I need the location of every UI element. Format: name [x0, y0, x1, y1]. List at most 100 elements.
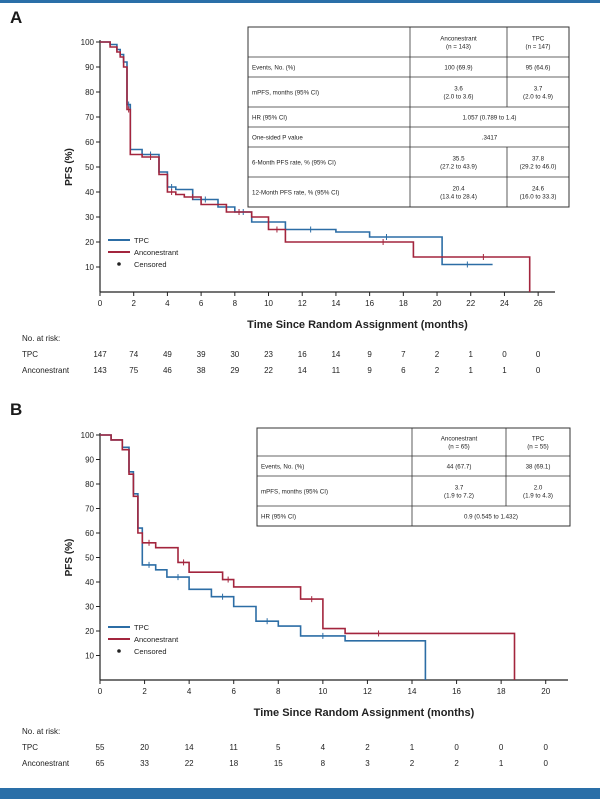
x-tick-label: 0	[98, 299, 103, 308]
x-tick-label: 8	[276, 687, 281, 696]
y-tick-label: 50	[85, 163, 94, 172]
y-tick-label: 70	[85, 505, 94, 514]
table-cell: 1.057 (0.789 to 1.4)	[462, 115, 516, 122]
table-cell: 44 (67.7)	[447, 464, 472, 471]
risk-cell: 14	[185, 743, 194, 752]
table-header-cell: TPC (n = 147)	[526, 36, 551, 51]
risk-cell: 1	[469, 366, 474, 375]
risk-cell: 46	[163, 366, 172, 375]
x-tick-label: 2	[142, 687, 147, 696]
y-tick-label: 60	[85, 138, 94, 147]
y-tick-label: 10	[85, 263, 94, 272]
risk-cell: 0	[454, 743, 459, 752]
stats-table	[247, 26, 570, 208]
y-tick-label: 80	[85, 480, 94, 489]
x-tick-label: 6	[199, 299, 204, 308]
table-cell: One-sided P value	[252, 135, 303, 142]
risk-cell: 2	[454, 759, 459, 768]
x-tick-label: 20	[541, 687, 550, 696]
risk-table-title: No. at risk:	[22, 334, 60, 343]
x-tick-label: 12	[298, 299, 307, 308]
table-cell: Events, No. (%)	[261, 464, 304, 471]
table-cell: 20.4 (13.4 to 28.4)	[440, 186, 477, 201]
x-tick-label: 14	[331, 299, 340, 308]
y-axis-label: PFS (%)	[64, 539, 75, 577]
legend-label-censored: Censored	[134, 260, 167, 269]
risk-cell: 15	[274, 759, 283, 768]
risk-cell: 2	[435, 366, 440, 375]
y-tick-label: 100	[81, 431, 95, 440]
risk-row-label: TPC	[22, 743, 38, 752]
y-tick-label: 50	[85, 554, 94, 563]
risk-cell: 0	[536, 366, 541, 375]
risk-cell: 0	[499, 743, 504, 752]
risk-cell: 33	[140, 759, 149, 768]
risk-cell: 11	[332, 366, 341, 375]
table-cell: HR (95% CI)	[252, 115, 287, 122]
risk-cell: 22	[264, 366, 273, 375]
y-tick-label: 90	[85, 456, 94, 465]
table-cell: 6-Month PFS rate, % (95% CI)	[252, 160, 336, 167]
x-tick-label: 10	[264, 299, 273, 308]
legend-label-tpc: TPC	[134, 623, 150, 632]
risk-cell: 22	[185, 759, 194, 768]
risk-cell: 9	[367, 366, 372, 375]
table-cell: 95 (64.6)	[526, 65, 551, 72]
y-tick-label: 30	[85, 213, 94, 222]
x-axis-label: Time Since Random Assignment (months)	[247, 319, 468, 331]
x-tick-label: 20	[433, 299, 442, 308]
risk-cell: 49	[163, 350, 172, 359]
stats-table	[256, 427, 571, 527]
risk-cell: 75	[129, 366, 138, 375]
bottom-bar	[0, 788, 600, 799]
risk-cell: 143	[93, 366, 107, 375]
table-cell: 12-Month PFS rate, % (95% CI)	[252, 190, 339, 197]
y-tick-label: 40	[85, 578, 94, 587]
x-tick-label: 16	[452, 687, 461, 696]
legend-label-censored: Censored	[134, 647, 167, 656]
x-tick-label: 12	[363, 687, 372, 696]
x-tick-label: 4	[165, 299, 170, 308]
table-cell: Events, No. (%)	[252, 65, 295, 72]
risk-cell: 1	[469, 350, 474, 359]
x-axis-label: Time Since Random Assignment (months)	[254, 707, 475, 719]
risk-cell: 55	[96, 743, 105, 752]
table-cell: HR (95% CI)	[261, 514, 296, 521]
table-cell: 37.8 (29.2 to 46.0)	[520, 156, 557, 171]
risk-cell: 2	[365, 743, 370, 752]
legend-label-anconestrant: Anconestrant	[134, 635, 179, 644]
x-tick-label: 2	[131, 299, 136, 308]
risk-cell: 4	[321, 743, 326, 752]
risk-cell: 1	[502, 366, 507, 375]
x-tick-label: 10	[318, 687, 327, 696]
x-tick-label: 18	[399, 299, 408, 308]
y-tick-label: 20	[85, 238, 94, 247]
risk-cell: 14	[331, 350, 340, 359]
x-tick-label: 6	[231, 687, 236, 696]
risk-cell: 65	[96, 759, 105, 768]
y-tick-label: 10	[85, 652, 94, 661]
risk-table-title: No. at risk:	[22, 727, 60, 736]
y-tick-label: 100	[81, 38, 95, 47]
x-tick-label: 26	[534, 299, 543, 308]
risk-cell: 30	[230, 350, 239, 359]
table-cell: 0.9 (0.545 to 1.432)	[464, 514, 518, 521]
y-tick-label: 60	[85, 529, 94, 538]
risk-cell: 6	[401, 366, 406, 375]
x-tick-label: 4	[187, 687, 192, 696]
risk-row-label: Anconestrant	[22, 759, 70, 768]
risk-cell: 16	[298, 350, 307, 359]
x-tick-label: 24	[500, 299, 509, 308]
risk-row-label: TPC	[22, 350, 38, 359]
legend-label-anconestrant: Anconestrant	[134, 248, 179, 257]
risk-cell: 11	[230, 743, 239, 752]
panel-b-letter: B	[10, 400, 23, 419]
y-axis-label: PFS (%)	[64, 148, 75, 186]
y-tick-label: 80	[85, 88, 94, 97]
table-cell: 3.6 (2.0 to 3.6)	[444, 86, 474, 101]
panel-a-letter: A	[10, 8, 23, 27]
table-cell: 3.7 (2.0 to 4.9)	[523, 86, 553, 101]
risk-cell: 39	[197, 350, 206, 359]
top-rule	[0, 0, 600, 3]
